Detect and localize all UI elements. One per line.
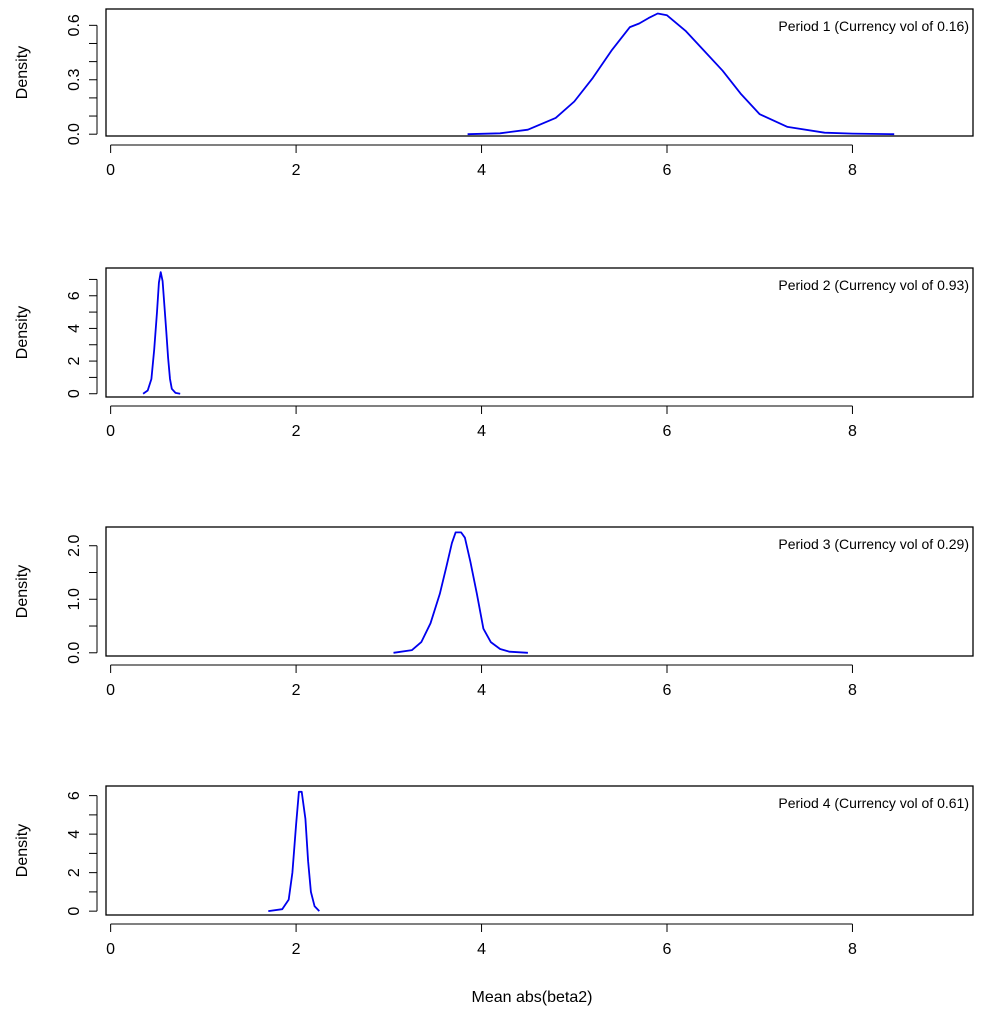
x-tick-label: 8 bbox=[848, 423, 857, 440]
x-tick-label: 8 bbox=[848, 682, 857, 699]
y-axis-title: Density bbox=[14, 46, 31, 99]
y-axis-title: Density bbox=[14, 565, 31, 618]
y-tick-label: 2 bbox=[66, 357, 83, 366]
x-tick-label: 2 bbox=[292, 423, 301, 440]
x-axis-title: Mean abs(beta2) bbox=[472, 989, 593, 1006]
panels: 0 2 4 6 8 0.0 0.3 0.6 Density Period 1 (Currency … bbox=[14, 8, 974, 958]
x-tick-label: 4 bbox=[477, 162, 486, 179]
y-tick-label: 0 bbox=[66, 907, 83, 916]
y-axis-title: Density bbox=[14, 306, 31, 359]
x-tick-label: 4 bbox=[477, 941, 486, 958]
plot-frame bbox=[105, 8, 974, 137]
panel-2: 0 2 4 6 8 0 2 4 6 Density Period 2 (Currency vol o… bbox=[14, 267, 974, 440]
y-tick-label: 6 bbox=[66, 791, 83, 800]
panel-3: 0 2 4 6 8 0.0 1.0 2.0 Density Period 3 (Currency … bbox=[14, 526, 974, 699]
plot-frame bbox=[105, 526, 974, 657]
panel-annotation: Period 2 (Currency vol of 0.93) bbox=[778, 277, 969, 293]
x-tick-label: 4 bbox=[477, 423, 486, 440]
x-tick-label: 4 bbox=[477, 682, 486, 699]
x-tick-label: 6 bbox=[663, 941, 672, 958]
panel-annotation: Period 4 (Currency vol of 0.61) bbox=[778, 795, 969, 811]
y-tick-label: 0.3 bbox=[66, 69, 83, 91]
density-line bbox=[142, 271, 181, 395]
x-tick-label: 6 bbox=[663, 423, 672, 440]
panel-4: 0 2 4 6 8 0 2 4 6 Density Period 4 (Currency vol o… bbox=[14, 785, 974, 958]
x-tick-label: 6 bbox=[663, 682, 672, 699]
y-tick-label: 0.6 bbox=[66, 14, 83, 36]
y-tick-label: 0.0 bbox=[66, 123, 83, 145]
density-line bbox=[393, 531, 528, 654]
x-tick-label: 0 bbox=[106, 682, 115, 699]
x-tick-label: 8 bbox=[848, 941, 857, 958]
density-line bbox=[467, 12, 895, 136]
y-tick-label: 6 bbox=[66, 291, 83, 300]
y-tick-label: 4 bbox=[66, 324, 83, 333]
panel-annotation: Period 3 (Currency vol of 0.29) bbox=[778, 536, 969, 552]
y-tick-label: 2.0 bbox=[66, 535, 83, 557]
x-tick-label: 0 bbox=[106, 941, 115, 958]
x-tick-label: 6 bbox=[663, 162, 672, 179]
x-tick-label: 0 bbox=[106, 423, 115, 440]
x-tick-label: 2 bbox=[292, 941, 301, 958]
panel-annotation: Period 1 (Currency vol of 0.16) bbox=[778, 18, 969, 34]
panel-1: 0 2 4 6 8 0.0 0.3 0.6 Density Period 1 (Currency … bbox=[14, 8, 974, 179]
x-tick-label: 0 bbox=[106, 162, 115, 179]
density-line bbox=[268, 790, 320, 912]
x-tick-label: 2 bbox=[292, 682, 301, 699]
y-tick-label: 0.0 bbox=[66, 642, 83, 664]
plot-frame bbox=[105, 785, 974, 916]
x-tick-label: 8 bbox=[848, 162, 857, 179]
y-tick-label: 0 bbox=[66, 389, 83, 398]
y-axis-title: Density bbox=[14, 824, 31, 877]
plot-frame bbox=[105, 267, 974, 398]
y-tick-label: 2 bbox=[66, 868, 83, 877]
x-tick-label: 2 bbox=[292, 162, 301, 179]
y-tick-label: 1.0 bbox=[66, 588, 83, 610]
y-tick-label: 4 bbox=[66, 830, 83, 839]
